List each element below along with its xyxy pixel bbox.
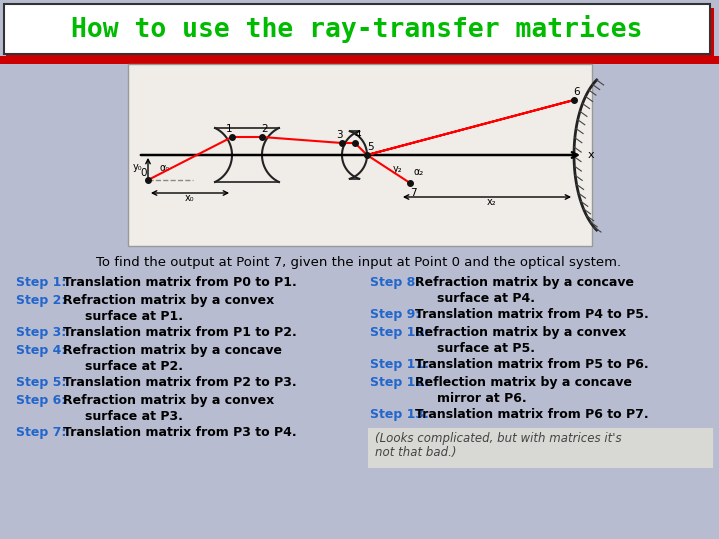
Text: α₂: α₂ [414, 167, 424, 177]
Text: (Looks complicated, but with matrices it's: (Looks complicated, but with matrices it… [375, 432, 622, 445]
Text: Step 13:: Step 13: [370, 408, 429, 421]
Text: surface at P4.: surface at P4. [437, 292, 535, 305]
Text: How to use the ray-transfer matrices: How to use the ray-transfer matrices [71, 15, 643, 43]
Text: mirror at P6.: mirror at P6. [437, 392, 526, 405]
Text: 5: 5 [367, 142, 375, 152]
Text: surface at P3.: surface at P3. [85, 410, 183, 423]
Text: α₀: α₀ [160, 163, 170, 173]
Text: Translation matrix from P5 to P6.: Translation matrix from P5 to P6. [415, 358, 649, 371]
Text: y₂: y₂ [393, 164, 402, 174]
Text: Step 3:: Step 3: [16, 326, 66, 339]
Text: Step 2:: Step 2: [16, 294, 66, 307]
Text: 3: 3 [336, 130, 342, 140]
Text: Step 10:: Step 10: [370, 326, 429, 339]
Text: 2: 2 [262, 124, 268, 134]
Text: Refraction matrix by a convex: Refraction matrix by a convex [63, 294, 274, 307]
Text: Step 11:: Step 11: [370, 358, 429, 371]
Text: Reflection matrix by a concave: Reflection matrix by a concave [415, 376, 632, 389]
Text: Step 4:: Step 4: [16, 344, 66, 357]
Text: Step 9:: Step 9: [370, 308, 420, 321]
Text: To find the output at Point 7, given the input at Point 0 and the optical system: To find the output at Point 7, given the… [96, 256, 621, 269]
Text: Translation matrix from P1 to P2.: Translation matrix from P1 to P2. [63, 326, 297, 339]
Text: Step 7:: Step 7: [16, 426, 66, 439]
Text: surface at P2.: surface at P2. [85, 360, 183, 373]
Text: Refraction matrix by a convex: Refraction matrix by a convex [63, 394, 274, 407]
Text: 0: 0 [141, 168, 147, 178]
Bar [368, 428, 713, 468]
Text: Step 12:: Step 12: [370, 376, 429, 389]
Text: Step 8:: Step 8: [370, 276, 420, 289]
Text: Refraction matrix by a convex: Refraction matrix by a convex [415, 326, 626, 339]
Text: Translation matrix from P0 to P1.: Translation matrix from P0 to P1. [63, 276, 297, 289]
Text: Refraction matrix by a concave: Refraction matrix by a concave [63, 344, 282, 357]
Bar [0, 56, 719, 64]
Text: Step 1:: Step 1: [16, 276, 66, 289]
Text: x: x [588, 150, 595, 160]
Text: Translation matrix from P6 to P7.: Translation matrix from P6 to P7. [415, 408, 649, 421]
Text: 4: 4 [354, 130, 362, 140]
Text: Step 5:: Step 5: [16, 376, 66, 389]
Text: Translation matrix from P3 to P4.: Translation matrix from P3 to P4. [63, 426, 297, 439]
Text: 7: 7 [410, 188, 416, 198]
Bar [6, 8, 714, 60]
Text: Translation matrix from P2 to P3.: Translation matrix from P2 to P3. [63, 376, 297, 389]
Text: 1: 1 [226, 124, 232, 134]
Text: Step 6:: Step 6: [16, 394, 66, 407]
Text: Refraction matrix by a concave: Refraction matrix by a concave [415, 276, 634, 289]
Text: x₀: x₀ [186, 193, 195, 203]
Text: surface at P1.: surface at P1. [85, 310, 183, 323]
Text: surface at P5.: surface at P5. [437, 342, 535, 355]
Text: y₀: y₀ [132, 162, 142, 172]
Bar [4, 4, 710, 54]
Text: 6: 6 [574, 87, 580, 97]
Text: not that bad.): not that bad.) [375, 446, 457, 459]
Bar [128, 64, 592, 246]
Text: x₂: x₂ [487, 197, 497, 207]
Text: Translation matrix from P4 to P5.: Translation matrix from P4 to P5. [415, 308, 649, 321]
